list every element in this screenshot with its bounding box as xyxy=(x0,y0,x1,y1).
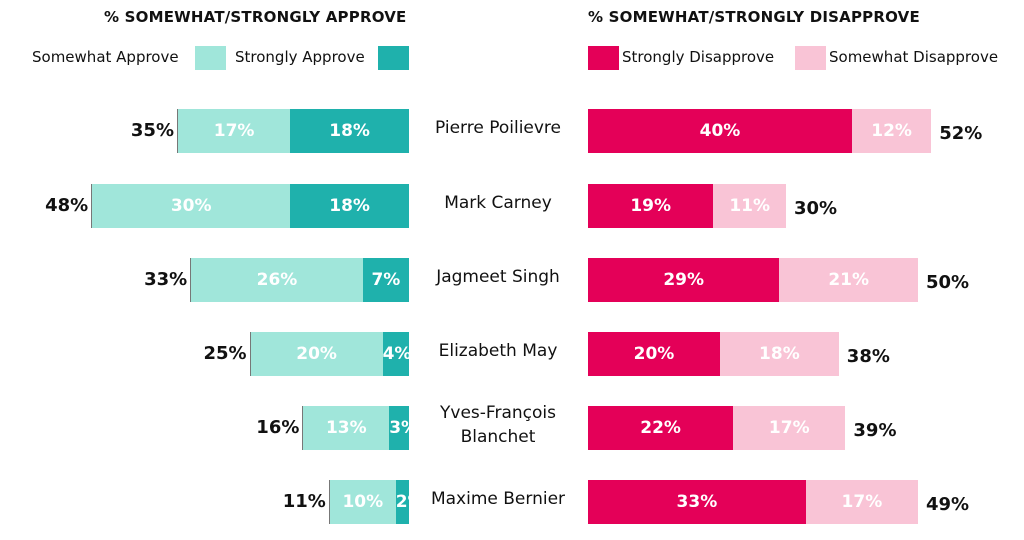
bar-somewhat-disapprove xyxy=(852,109,932,153)
total-approve: 16% xyxy=(256,417,300,438)
label-somewhat-disapprove: 17% xyxy=(768,418,810,438)
label-strongly-approve: 7% xyxy=(371,270,401,290)
label-somewhat-approve: 13% xyxy=(325,418,367,438)
label-strongly-disapprove: 20% xyxy=(633,344,675,364)
total-approve: 11% xyxy=(282,491,326,512)
bar-strongly-disapprove xyxy=(588,332,720,376)
label-somewhat-approve: 30% xyxy=(170,196,212,216)
total-approve: 35% xyxy=(130,120,174,141)
total-approve: 48% xyxy=(45,195,89,216)
label-somewhat-disapprove: 21% xyxy=(828,270,870,290)
legend-somewhat-disapprove-label: Somewhat Disapprove xyxy=(829,48,999,66)
approve-bar-start-line xyxy=(328,480,330,524)
disapprove-title: % SOMEWHAT/STRONGLY DISAPPROVE xyxy=(588,8,920,26)
label-strongly-approve: 18% xyxy=(329,196,370,216)
bar-somewhat-disapprove xyxy=(713,184,786,228)
bar-somewhat-disapprove xyxy=(779,258,918,302)
legend-somewhat-disapprove-swatch xyxy=(795,46,826,70)
label-strongly-approve: 3% xyxy=(389,418,419,438)
total-disapprove: 52% xyxy=(939,123,983,144)
bar-somewhat-approve xyxy=(191,258,363,302)
bar-somewhat-disapprove xyxy=(805,480,918,524)
label-strongly-disapprove: 22% xyxy=(640,418,681,438)
approve-bar-start-line xyxy=(177,109,178,153)
label-strongly-disapprove: 29% xyxy=(663,270,705,290)
bar-strongly-approve xyxy=(382,332,409,376)
bar-strongly-disapprove xyxy=(588,184,714,228)
bar-somewhat-disapprove xyxy=(720,332,839,376)
category-label: Elizabeth May xyxy=(438,341,558,361)
approve-bar-start-line xyxy=(302,406,304,450)
category-label: Maxime Bernier xyxy=(430,489,566,509)
legend-somewhat-approve-label: Somewhat Approve xyxy=(32,48,179,66)
bar-somewhat-approve xyxy=(329,480,396,524)
label-strongly-approve: 18% xyxy=(329,121,370,141)
bar-somewhat-disapprove xyxy=(733,406,846,450)
label-somewhat-approve: 17% xyxy=(213,121,255,141)
label-strongly-disapprove: 33% xyxy=(676,492,718,512)
label-somewhat-disapprove: 17% xyxy=(841,492,883,512)
total-disapprove: 38% xyxy=(846,346,890,367)
label-strongly-approve: 2% xyxy=(395,492,425,512)
label-somewhat-disapprove: 11% xyxy=(729,196,771,216)
category-label: Pierre Poilievre xyxy=(434,118,562,138)
bar-strongly-approve xyxy=(395,480,409,524)
approve-bar-start-line xyxy=(91,184,93,228)
bar-strongly-approve xyxy=(389,406,409,450)
bar-strongly-disapprove xyxy=(588,109,852,153)
bar-somewhat-approve xyxy=(178,109,291,153)
legend-strongly-approve-swatch xyxy=(378,46,409,70)
bar-strongly-approve xyxy=(290,184,409,228)
label-somewhat-disapprove: 18% xyxy=(759,344,800,364)
bar-strongly-approve xyxy=(362,258,409,302)
legend-strongly-approve-label: Strongly Approve xyxy=(235,48,365,66)
label-somewhat-disapprove: 12% xyxy=(871,121,912,141)
total-approve: 25% xyxy=(203,343,247,364)
legend-somewhat-approve-swatch xyxy=(195,46,226,70)
total-disapprove: 30% xyxy=(794,198,838,219)
total-disapprove: 39% xyxy=(853,420,897,441)
legend-strongly-disapprove-label: Strongly Disapprove xyxy=(622,48,775,66)
bar-strongly-approve xyxy=(290,109,409,153)
approve-title: % SOMEWHAT/STRONGLY APPROVE xyxy=(104,8,407,26)
total-disapprove: 49% xyxy=(926,494,970,515)
bar-strongly-disapprove xyxy=(588,258,780,302)
legend-strongly-disapprove-swatch xyxy=(588,46,619,70)
label-somewhat-approve: 20% xyxy=(296,344,337,364)
bar-strongly-disapprove xyxy=(588,406,734,450)
label-strongly-approve: 4% xyxy=(382,344,412,364)
label-somewhat-approve: 26% xyxy=(256,270,298,290)
bar-somewhat-approve xyxy=(303,406,390,450)
bar-strongly-disapprove xyxy=(588,480,806,524)
total-approve: 33% xyxy=(144,269,188,290)
category-label: Mark Carney xyxy=(444,193,552,213)
category-label: Yves-François Blanchet xyxy=(440,403,556,447)
approve-bar-start-line xyxy=(190,258,192,302)
label-strongly-disapprove: 40% xyxy=(699,121,741,141)
label-strongly-disapprove: 19% xyxy=(630,196,672,216)
bar-somewhat-approve xyxy=(92,184,291,228)
label-somewhat-approve: 10% xyxy=(342,492,384,512)
category-label: Jagmeet Singh xyxy=(436,267,560,287)
total-disapprove: 50% xyxy=(926,272,970,293)
bar-somewhat-approve xyxy=(250,332,383,376)
approve-bar-start-line xyxy=(249,332,251,376)
